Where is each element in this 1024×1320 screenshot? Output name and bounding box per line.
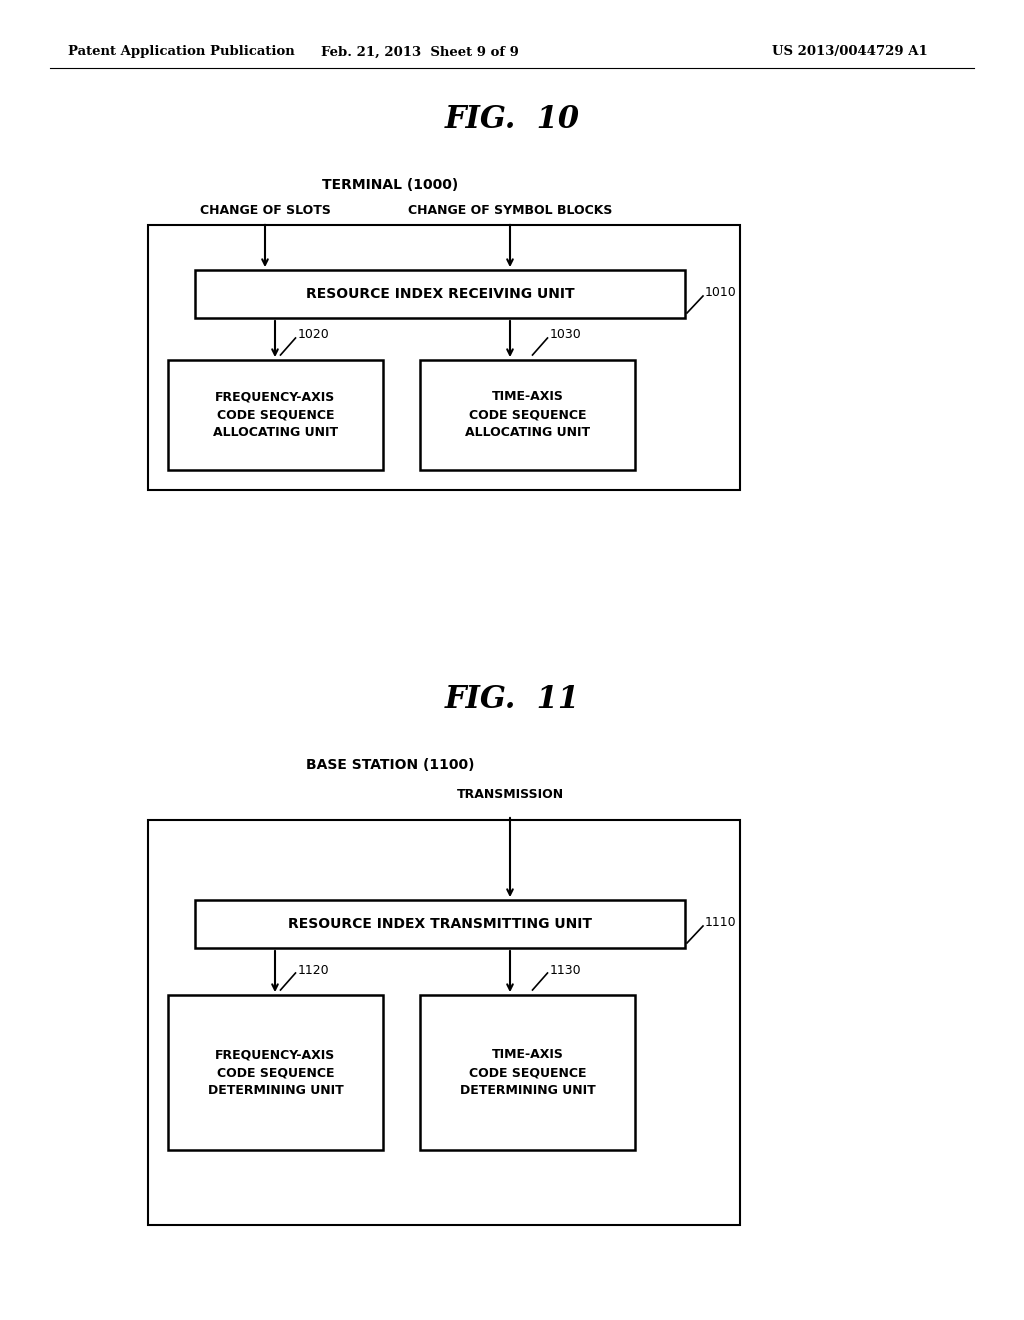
Text: 1020: 1020	[298, 329, 330, 342]
Text: FIG.  11: FIG. 11	[444, 685, 580, 715]
Text: TERMINAL (1000): TERMINAL (1000)	[322, 178, 458, 191]
Text: FREQUENCY-AXIS
CODE SEQUENCE
ALLOCATING UNIT: FREQUENCY-AXIS CODE SEQUENCE ALLOCATING …	[213, 391, 338, 440]
Bar	[195, 900, 685, 948]
Bar	[148, 820, 740, 1225]
Text: 1130: 1130	[550, 964, 582, 977]
Text: TRANSMISSION: TRANSMISSION	[457, 788, 563, 801]
Bar	[195, 271, 685, 318]
Text: FIG.  10: FIG. 10	[444, 104, 580, 136]
Text: 1010: 1010	[705, 286, 736, 300]
Text: RESOURCE INDEX RECEIVING UNIT: RESOURCE INDEX RECEIVING UNIT	[306, 286, 574, 301]
Text: CHANGE OF SYMBOL BLOCKS: CHANGE OF SYMBOL BLOCKS	[408, 203, 612, 216]
Text: 1030: 1030	[550, 329, 582, 342]
Text: CHANGE OF SLOTS: CHANGE OF SLOTS	[200, 203, 331, 216]
Text: RESOURCE INDEX TRANSMITTING UNIT: RESOURCE INDEX TRANSMITTING UNIT	[288, 917, 592, 931]
Text: TIME-AXIS
CODE SEQUENCE
DETERMINING UNIT: TIME-AXIS CODE SEQUENCE DETERMINING UNIT	[460, 1048, 595, 1097]
Bar	[168, 360, 383, 470]
Text: Patent Application Publication: Patent Application Publication	[68, 45, 295, 58]
Text: TIME-AXIS
CODE SEQUENCE
ALLOCATING UNIT: TIME-AXIS CODE SEQUENCE ALLOCATING UNIT	[465, 391, 590, 440]
Text: 1110: 1110	[705, 916, 736, 929]
Text: US 2013/0044729 A1: US 2013/0044729 A1	[772, 45, 928, 58]
Bar	[420, 995, 635, 1150]
Text: BASE STATION (1100): BASE STATION (1100)	[306, 758, 474, 772]
Bar	[168, 995, 383, 1150]
Bar	[148, 224, 740, 490]
Text: FREQUENCY-AXIS
CODE SEQUENCE
DETERMINING UNIT: FREQUENCY-AXIS CODE SEQUENCE DETERMINING…	[208, 1048, 343, 1097]
Text: Feb. 21, 2013  Sheet 9 of 9: Feb. 21, 2013 Sheet 9 of 9	[322, 45, 519, 58]
Text: 1120: 1120	[298, 964, 329, 977]
Bar	[420, 360, 635, 470]
